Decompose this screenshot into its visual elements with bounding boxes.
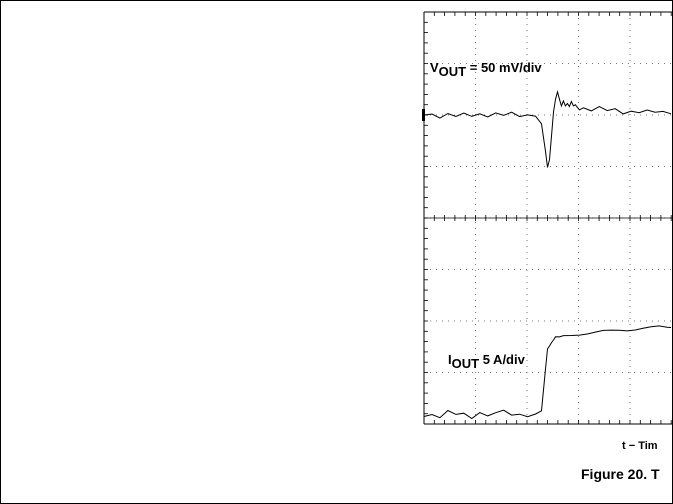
- iout-label: IOUT 5 A/div: [448, 352, 525, 371]
- iout-label-scale: 5 A/div: [479, 352, 525, 367]
- oscilloscope-plot: [422, 11, 673, 425]
- iout-label-main: I: [448, 352, 452, 367]
- iout-label-subscript: OUT: [451, 356, 480, 371]
- vout-label-subscript: OUT: [438, 64, 467, 79]
- oscilloscope-panel: [422, 0, 673, 427]
- x-axis-label: t − Tim: [622, 440, 658, 452]
- trace-vout: [423, 89, 672, 168]
- trace-iout: [423, 325, 672, 420]
- figure-caption: Figure 20. T: [581, 466, 660, 482]
- vout-label-scale: = 50 mV/div: [466, 60, 542, 75]
- channel-marker: [422, 109, 425, 121]
- vout-label-main: V: [430, 60, 439, 75]
- vout-label: VOUT = 50 mV/div: [430, 60, 542, 79]
